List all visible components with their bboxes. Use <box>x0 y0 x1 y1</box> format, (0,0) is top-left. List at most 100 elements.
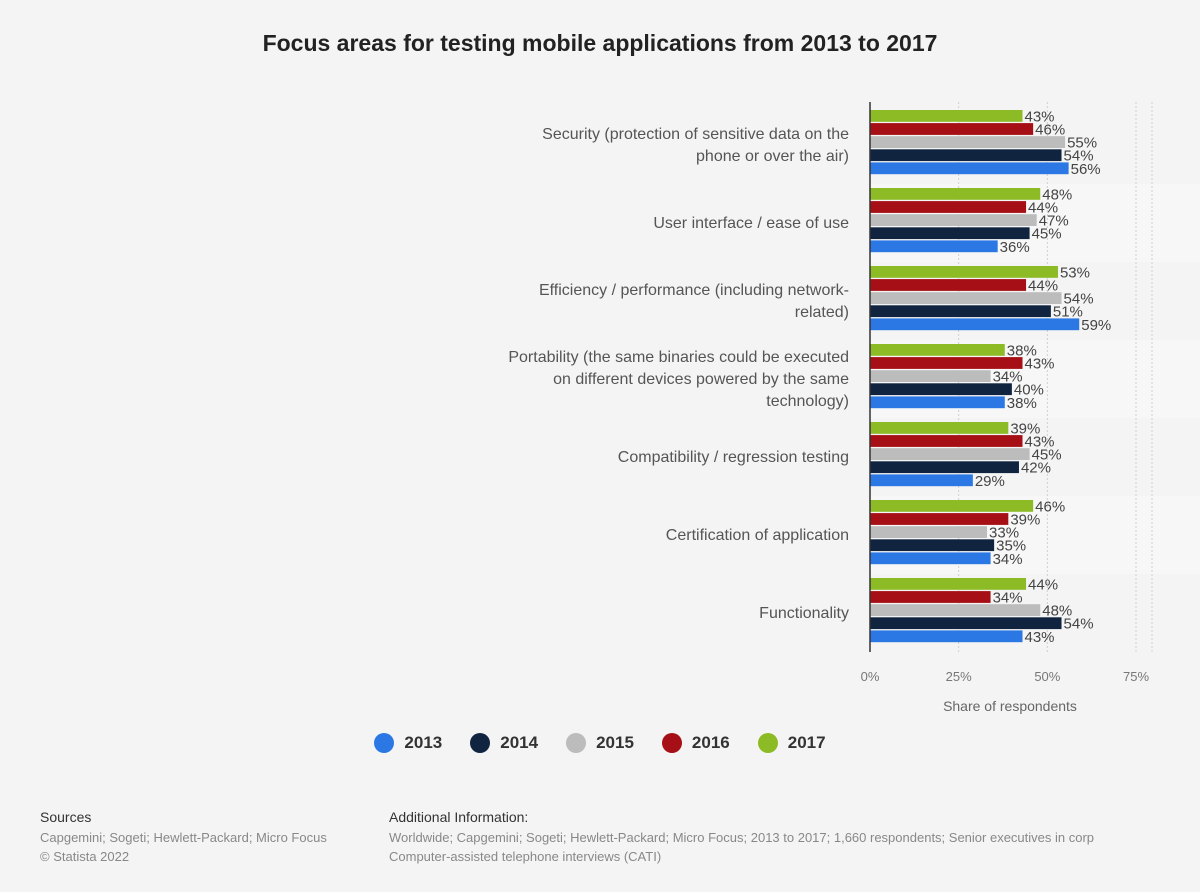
additional-info-heading: Additional Information: <box>389 809 529 825</box>
legend: 2013 2014 2015 2016 2017 <box>0 733 1200 753</box>
bar-2015 <box>870 604 1041 616</box>
value-label-2017: 43% <box>1025 108 1055 125</box>
x-tick-label: 0% <box>861 669 880 684</box>
value-label-2014: 54% <box>1064 616 1094 633</box>
x-axis-title: Share of respondents <box>943 698 1077 714</box>
bar-2014 <box>870 305 1051 318</box>
value-label-2015: 54% <box>1064 291 1094 308</box>
value-label-2015: 55% <box>1067 135 1097 152</box>
x-tick-label: 75% <box>1123 669 1149 684</box>
bar-2017 <box>870 500 1034 512</box>
value-label-2015: 47% <box>1039 213 1069 230</box>
value-label-2013: 34% <box>993 551 1023 568</box>
copyright-text: © Statista 2022 <box>40 849 130 864</box>
value-label-2014: 45% <box>1032 226 1062 243</box>
bar-2014 <box>870 461 1019 474</box>
bar-2016 <box>870 123 1034 135</box>
bar-2016 <box>870 279 1027 291</box>
value-label-2016: 39% <box>1010 512 1040 529</box>
additional-info-method: Computer-assisted telephone interviews (… <box>389 849 662 864</box>
category-label: Portability (the same binaries could be … <box>508 349 849 366</box>
bar-2015 <box>870 370 991 382</box>
value-label-2017: 48% <box>1042 186 1072 203</box>
bar-2015 <box>870 448 1030 460</box>
additional-info-block: Additional Information: Worldwide; Capge… <box>389 808 1200 866</box>
category-label: User interface / ease of use <box>653 215 849 232</box>
legend-label-2017: 2017 <box>787 733 826 752</box>
value-label-2014: 51% <box>1053 304 1083 321</box>
bar-2016 <box>870 513 1009 525</box>
bar-2013 <box>870 474 973 487</box>
category-label: phone or over the air) <box>696 148 849 165</box>
category-label: technology) <box>766 393 849 410</box>
bar-2017 <box>870 578 1027 590</box>
bar-2016 <box>870 357 1023 369</box>
legend-dot-2016 <box>661 733 682 753</box>
category-label: related) <box>795 304 849 321</box>
bar-2017 <box>870 110 1023 122</box>
legend-item-2013[interactable]: 2013 <box>374 733 442 753</box>
legend-item-2017[interactable]: 2017 <box>757 733 826 753</box>
value-label-2016: 43% <box>1025 356 1055 373</box>
sources-block: Sources Capgemini; Sogeti; Hewlett-Packa… <box>40 808 327 866</box>
bar-2015 <box>870 292 1062 304</box>
bar-2017 <box>870 266 1058 278</box>
bar-2015 <box>870 214 1037 226</box>
value-label-2017: 53% <box>1060 264 1090 281</box>
value-label-2013: 29% <box>975 473 1005 490</box>
bar-2014 <box>870 539 995 552</box>
value-label-2013: 38% <box>1007 395 1037 412</box>
bar-chart: 43%46%55%54%56%48%44%47%45%36%53%44%54%5… <box>508 102 1153 714</box>
value-label-2015: 33% <box>989 525 1019 542</box>
category-label: Certification of application <box>666 527 849 544</box>
value-label-2013: 36% <box>1000 239 1030 256</box>
value-label-2017: 39% <box>1010 420 1040 437</box>
bar-2013 <box>870 396 1005 409</box>
bar-2013 <box>870 318 1080 331</box>
value-label-2016: 46% <box>1035 122 1065 139</box>
value-label-2013: 43% <box>1025 629 1055 646</box>
legend-dot-2013 <box>374 733 395 753</box>
bar-2017 <box>870 344 1005 356</box>
category-label: on different devices powered by the same <box>553 371 849 388</box>
legend-item-2015[interactable]: 2015 <box>566 733 634 753</box>
legend-label-2014: 2014 <box>500 733 539 752</box>
legend-item-2016[interactable]: 2016 <box>661 733 730 753</box>
bar-2016 <box>870 435 1023 447</box>
value-label-2015: 48% <box>1042 603 1072 620</box>
bar-2014 <box>870 383 1012 396</box>
bar-2017 <box>870 188 1041 200</box>
category-label: Security (protection of sensitive data o… <box>542 126 849 143</box>
bar-2013 <box>870 630 1023 643</box>
value-label-2013: 59% <box>1081 317 1111 334</box>
value-label-2016: 44% <box>1028 200 1058 217</box>
value-label-2014: 35% <box>996 538 1026 555</box>
value-label-2016: 43% <box>1025 434 1055 451</box>
bar-2014 <box>870 149 1062 162</box>
bar-2015 <box>870 136 1066 148</box>
category-label: Functionality <box>759 605 849 622</box>
legend-label-2013: 2013 <box>404 733 443 752</box>
sources-heading: Sources <box>40 809 92 825</box>
category-label: Efficiency / performance (including netw… <box>539 282 849 299</box>
value-label-2014: 42% <box>1021 460 1051 477</box>
value-label-2015: 45% <box>1032 447 1062 464</box>
sources-text: Capgemini; Sogeti; Hewlett-Packard; Micr… <box>40 830 327 845</box>
value-label-2017: 38% <box>1007 342 1037 359</box>
bar-2014 <box>870 227 1030 240</box>
legend-item-2014[interactable]: 2014 <box>470 733 538 753</box>
additional-info-text: Worldwide; Capgemini; Sogeti; Hewlett-Pa… <box>389 830 1095 845</box>
bar-2017 <box>870 422 1009 434</box>
legend-dot-2014 <box>470 733 491 753</box>
value-label-2014: 40% <box>1014 382 1044 399</box>
bar-2013 <box>870 552 991 565</box>
bar-2014 <box>870 617 1062 630</box>
value-label-2013: 56% <box>1071 161 1101 178</box>
category-label: Compatibility / regression testing <box>618 449 849 466</box>
value-label-2016: 44% <box>1028 278 1058 295</box>
x-tick-label: 25% <box>946 669 972 684</box>
bar-2013 <box>870 240 998 253</box>
value-label-2016: 34% <box>993 590 1023 607</box>
legend-label-2016: 2016 <box>691 733 730 752</box>
bar-2016 <box>870 201 1027 213</box>
